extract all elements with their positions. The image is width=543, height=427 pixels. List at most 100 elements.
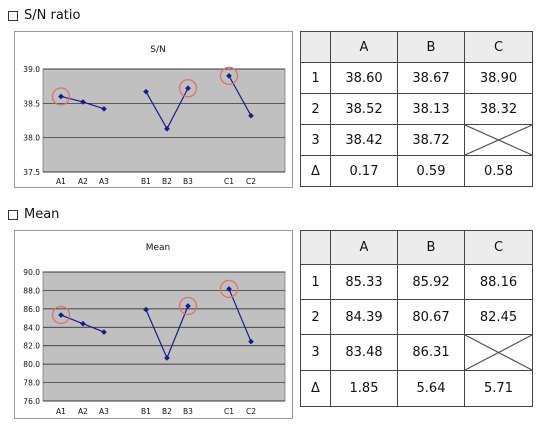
- mean-chart: Mean 76.0 78.0 80.0 82.0 84.0 86.0 88.0 90.0 A1 A2…: [14, 230, 293, 419]
- data-point: [164, 125, 170, 132]
- table-cell: 0.59: [397, 155, 465, 187]
- table-cell: 38.72: [397, 124, 465, 156]
- table-cell: 0.58: [464, 155, 533, 187]
- data-point: [101, 105, 107, 112]
- table-cell: 38.42: [330, 124, 398, 156]
- table-row-label: 3: [300, 124, 331, 156]
- table-cell: 82.45: [464, 299, 533, 335]
- table-row: 1 85.33 85.92 88.16: [300, 264, 533, 300]
- chart-title: S/N: [150, 45, 165, 55]
- x-tick-label: A3: [99, 177, 109, 186]
- x-tick-label: B3: [183, 407, 193, 416]
- x-tick-label: A2: [78, 177, 88, 186]
- x-tick-label: C1: [224, 407, 234, 416]
- mean-table: A B C 1 85.33 85.92 88.16 2 84.39 80.67 82.45 3 83.4…: [300, 230, 533, 407]
- sn-section-heading: S/N ratio: [8, 8, 80, 23]
- table-cell: 38.60: [330, 62, 398, 94]
- data-point: [248, 338, 254, 345]
- x-tick-label: B2: [162, 177, 172, 186]
- data-point: [164, 355, 170, 361]
- table-cell: 38.90: [464, 62, 533, 94]
- table-row: 2 38.52 38.13 38.32: [300, 93, 533, 125]
- series-line: [228, 75, 252, 116]
- x-tick-label: C2: [246, 177, 256, 186]
- table-row-label: 3: [300, 334, 331, 371]
- y-tick-label: 39.0: [23, 65, 40, 74]
- sn-table: A B C 1 38.60 38.67 38.90 2 38.52 38.13 38.32 3 38.4…: [300, 31, 533, 187]
- x-tick-label: B3: [183, 177, 193, 186]
- table-column-header: A: [330, 31, 398, 63]
- highlight-circle: [219, 66, 239, 86]
- y-tick-label: 90.0: [23, 268, 40, 277]
- table-cell: 38.13: [397, 93, 465, 125]
- x-tick-label: C2: [246, 407, 256, 416]
- table-row: 1 38.60 38.67 38.90: [300, 62, 533, 94]
- sn-chart-svg: S/N 37.5 38.0 38.5 39.0 A1 A2 A3 B1 B2 B3 C1 C2: [23, 45, 286, 186]
- data-point: [185, 85, 191, 92]
- x-tick-label: A3: [99, 407, 109, 416]
- table-column-header: C: [464, 230, 533, 265]
- table-cell: 5.64: [397, 370, 465, 407]
- x-tick-label: B1: [141, 407, 151, 416]
- x-tick-label: C1: [224, 177, 234, 186]
- table-cell: 38.67: [397, 62, 465, 94]
- table-row: 2 84.39 80.67 82.45: [300, 299, 533, 335]
- mean-chart-svg: Mean 76.0 78.0 80.0 82.0 84.0 86.0 88.0 90.0 A1 A2…: [23, 243, 286, 416]
- table-cell: 38.52: [330, 93, 398, 125]
- table-cell: 83.48: [330, 334, 398, 371]
- table-cell: 86.31: [397, 334, 465, 371]
- x-tick-label: A1: [56, 177, 66, 186]
- table-row-label: 2: [300, 299, 331, 335]
- data-point: [143, 306, 149, 313]
- table-cell: 5.71: [464, 370, 533, 407]
- highlight-circle: [51, 305, 71, 325]
- data-point: [248, 112, 254, 119]
- x-tick-label: B2: [162, 407, 172, 416]
- data-point: [58, 312, 64, 318]
- highlight-circle: [219, 279, 239, 299]
- table-cell: 38.32: [464, 93, 533, 125]
- table-cell: 84.39: [330, 299, 398, 335]
- table-row-label: 1: [300, 62, 331, 94]
- table-cell: 85.33: [330, 264, 398, 300]
- y-tick-label: 78.0: [23, 379, 40, 388]
- y-tick-label: 86.0: [23, 305, 40, 314]
- highlight-circle: [51, 87, 71, 106]
- table-cell: 80.67: [397, 299, 465, 335]
- data-point: [80, 99, 86, 105]
- table-column-header: B: [397, 31, 465, 63]
- y-tick-label: 38.0: [23, 134, 40, 143]
- x-tick-label: B1: [141, 177, 151, 186]
- y-tick-label: 37.5: [23, 168, 40, 177]
- square-bullet-icon: [8, 209, 18, 220]
- highlight-circle: [178, 79, 198, 98]
- mean-section-heading: Mean: [8, 207, 59, 222]
- table-row-label: Δ: [300, 155, 331, 187]
- y-tick-label: 84.0: [23, 323, 40, 332]
- table-row-label: 1: [300, 264, 331, 300]
- table-row-label: 2: [300, 93, 331, 125]
- table-cell: 88.16: [464, 264, 533, 300]
- y-tick-label: 82.0: [23, 342, 40, 351]
- crossed-out-cell: [464, 124, 533, 156]
- series-line: [228, 288, 252, 342]
- table-column-header: C: [464, 31, 533, 63]
- mean-section-label: Mean: [24, 207, 60, 222]
- x-tick-label: A1: [56, 407, 66, 416]
- data-point: [143, 88, 149, 95]
- crossed-out-cell: [464, 334, 533, 371]
- table-cell: 0.17: [330, 155, 398, 187]
- table-row: Δ 1.85 5.64 5.71: [300, 370, 533, 407]
- highlight-circle: [178, 296, 198, 316]
- table-column-header: B: [397, 230, 465, 265]
- y-tick-label: 76.0: [23, 397, 40, 406]
- table-column-header: A: [330, 230, 398, 265]
- table-row: 3 83.48 86.31: [300, 334, 533, 371]
- table-row: 3 38.42 38.72: [300, 124, 533, 156]
- chart-title: Mean: [146, 243, 171, 253]
- table-row-label: Δ: [300, 370, 331, 407]
- data-point: [185, 303, 191, 309]
- table-corner-cell: [300, 230, 331, 265]
- y-tick-label: 38.5: [23, 99, 40, 108]
- square-bullet-icon: [8, 10, 18, 21]
